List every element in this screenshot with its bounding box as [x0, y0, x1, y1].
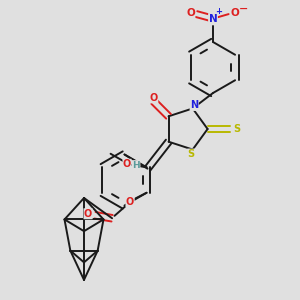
- Text: O: O: [150, 93, 158, 103]
- Text: S: S: [233, 124, 240, 134]
- Text: O: O: [84, 209, 92, 219]
- Text: N: N: [190, 100, 198, 110]
- Text: H: H: [132, 160, 140, 169]
- Text: −: −: [239, 3, 248, 14]
- Text: O: O: [123, 159, 131, 169]
- Text: N: N: [208, 14, 217, 24]
- Text: O: O: [186, 8, 195, 18]
- Text: O: O: [126, 197, 134, 207]
- Text: O: O: [230, 8, 239, 18]
- Text: +: +: [215, 7, 222, 16]
- Text: S: S: [188, 149, 195, 159]
